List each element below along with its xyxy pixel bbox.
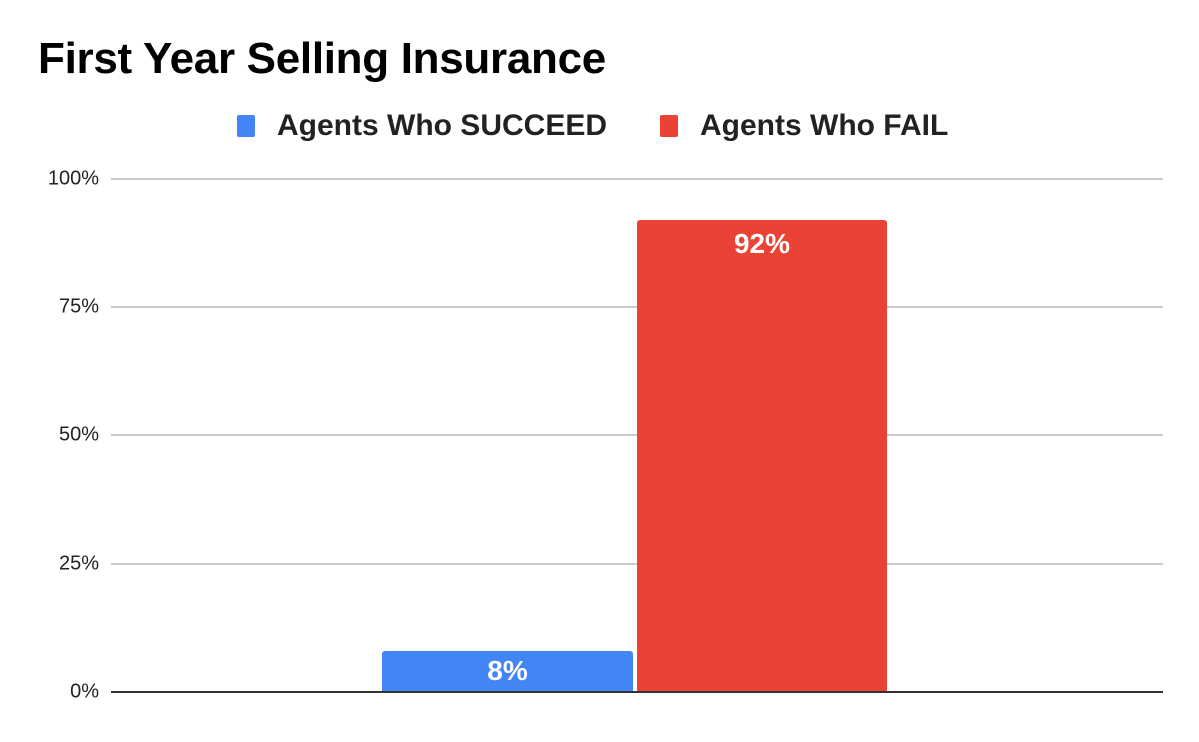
bar-agents-succeed[interactable]: 8%: [382, 651, 633, 692]
y-tick-50: 50%: [58, 423, 99, 446]
legend-swatch-icon-red: [660, 115, 678, 137]
gridline-100: [111, 178, 1163, 180]
y-tick-0: 0%: [70, 680, 99, 703]
chart-legend: Agents Who SUCCEED Agents Who FAIL: [0, 106, 1199, 146]
plot-area: 100% 75% 50% 25% 0% 8% 92%: [48, 168, 1163, 703]
data-label-fail: 92%: [733, 228, 791, 259]
bar-agents-fail[interactable]: 92%: [637, 220, 887, 692]
y-tick-75: 75%: [58, 295, 99, 318]
data-label-succeed: 8%: [487, 655, 528, 686]
legend-item-succeed[interactable]: Agents Who SUCCEED: [237, 106, 607, 146]
legend-item-fail[interactable]: Agents Who FAIL: [660, 106, 948, 146]
y-tick-100: 100%: [47, 167, 99, 190]
y-tick-25: 25%: [58, 552, 99, 575]
chart-title: First Year Selling Insurance: [38, 34, 606, 83]
legend-label-fail: Agents Who FAIL: [700, 109, 949, 142]
legend-swatch-icon-blue: [237, 115, 255, 137]
x-axis-baseline: [111, 691, 1163, 693]
legend-label-succeed: Agents Who SUCCEED: [277, 109, 607, 142]
